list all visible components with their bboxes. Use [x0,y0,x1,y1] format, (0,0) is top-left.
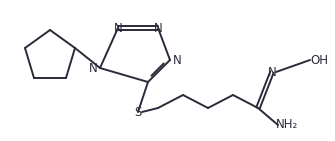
Text: N: N [114,23,122,36]
Text: N: N [173,53,181,67]
Text: N: N [89,61,97,74]
Text: NH₂: NH₂ [276,118,298,132]
Text: S: S [134,105,142,118]
Text: N: N [268,66,276,79]
Text: N: N [154,23,162,36]
Text: OH: OH [310,53,328,67]
